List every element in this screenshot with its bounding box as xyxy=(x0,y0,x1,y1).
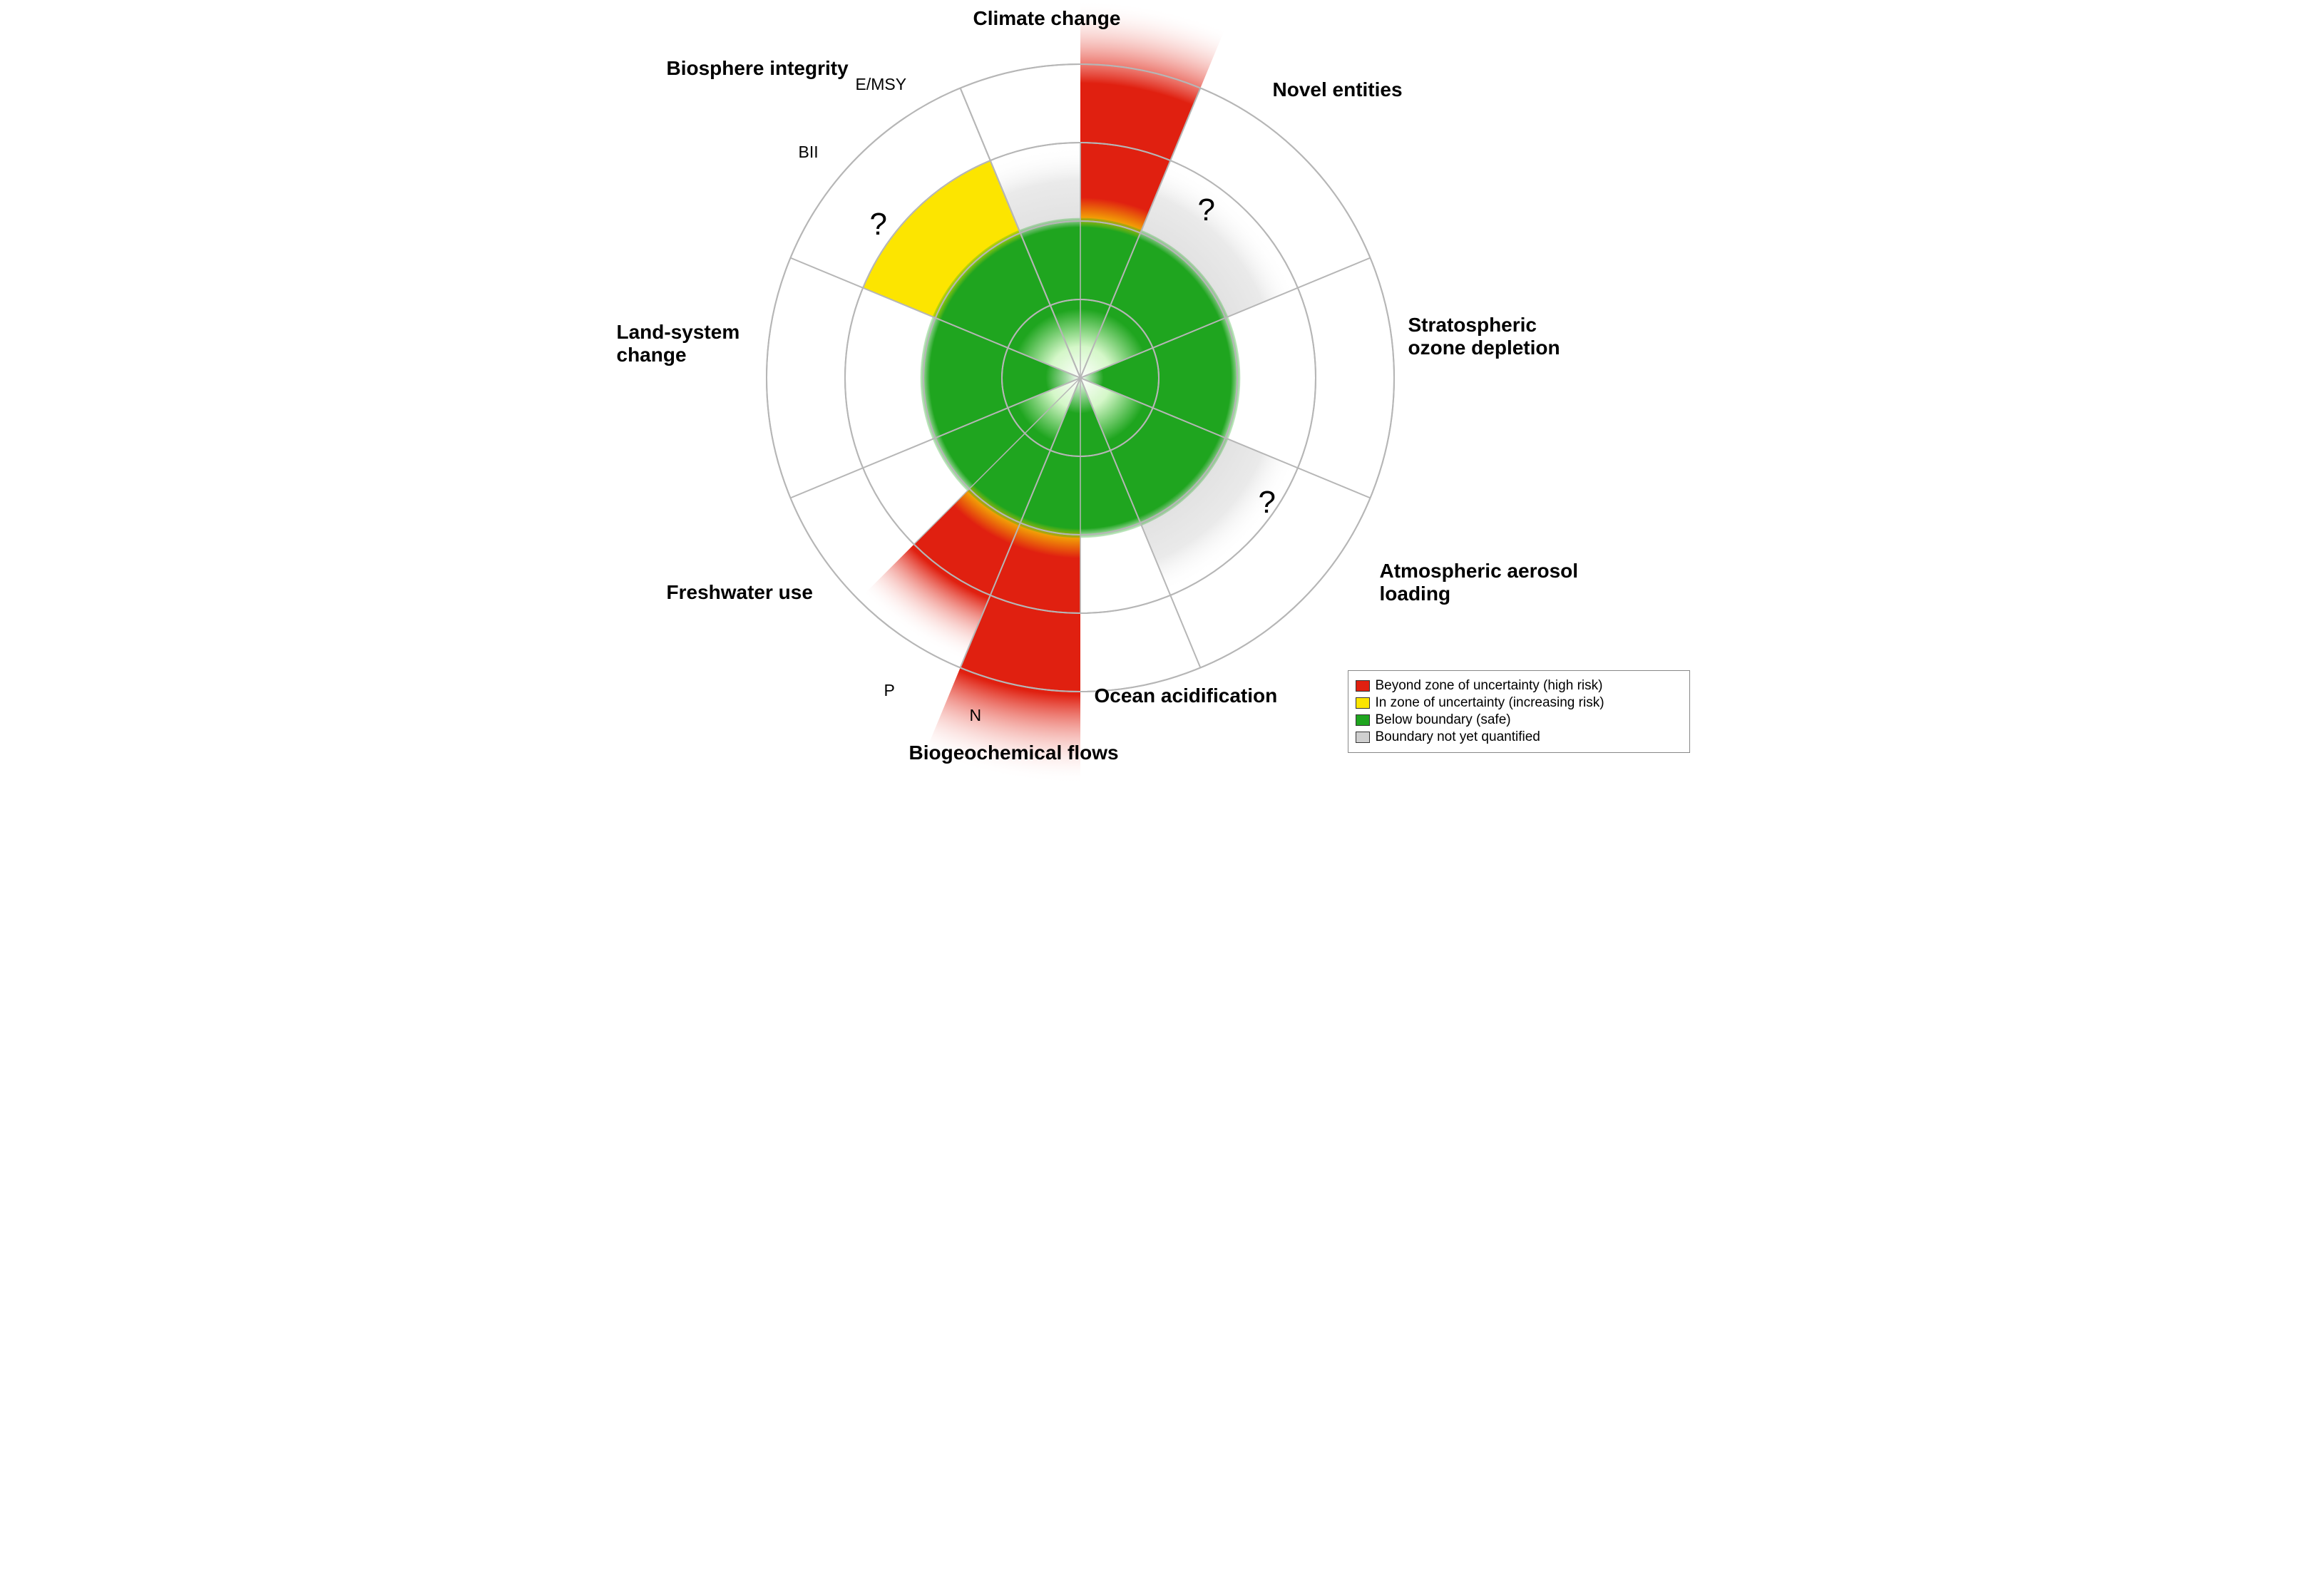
label-ozone-depletion: Stratospheric ozone depletion xyxy=(1408,314,1560,359)
legend-row-0: Beyond zone of uncertainty (high risk) xyxy=(1356,678,1682,694)
label-climate-change: Climate change xyxy=(973,7,1121,30)
label-ocean-acidification: Ocean acidification xyxy=(1095,684,1278,707)
qmark-bii: ? xyxy=(870,207,887,242)
label-freshwater-use: Freshwater use xyxy=(667,581,813,604)
label-land-system-change: Land-system change xyxy=(617,321,740,366)
legend-row-1: In zone of uncertainty (increasing risk) xyxy=(1356,695,1682,711)
legend-label: In zone of uncertainty (increasing risk) xyxy=(1376,695,1604,711)
label-biogeochemical-flows: Biogeochemical flows xyxy=(909,742,1119,764)
label-aerosol-loading: Atmospheric aerosol loading xyxy=(1380,560,1579,605)
legend-swatch xyxy=(1356,697,1370,709)
sublabel-p: P xyxy=(884,681,895,700)
label-biosphere-integrity: Biosphere integrity xyxy=(667,57,849,80)
legend-label: Below boundary (safe) xyxy=(1376,712,1511,728)
legend-label: Boundary not yet quantified xyxy=(1376,729,1540,745)
legend-row-2: Below boundary (safe) xyxy=(1356,712,1682,728)
qmark-novel: ? xyxy=(1198,193,1215,228)
qmark-aerosol: ? xyxy=(1259,485,1276,520)
legend-box: Beyond zone of uncertainty (high risk)In… xyxy=(1348,670,1690,753)
label-novel-entities: Novel entities xyxy=(1273,78,1403,101)
sublabel-bii: BII xyxy=(799,143,819,162)
sublabel-emsy: E/MSY xyxy=(856,75,907,94)
planetary-boundaries-figure: Climate change Biosphere integrity Novel… xyxy=(581,0,1744,793)
legend-row-3: Boundary not yet quantified xyxy=(1356,729,1682,745)
sublabel-n: N xyxy=(970,706,982,725)
legend-swatch xyxy=(1356,732,1370,743)
legend-swatch xyxy=(1356,680,1370,692)
legend-swatch xyxy=(1356,714,1370,726)
legend-label: Beyond zone of uncertainty (high risk) xyxy=(1376,678,1603,694)
